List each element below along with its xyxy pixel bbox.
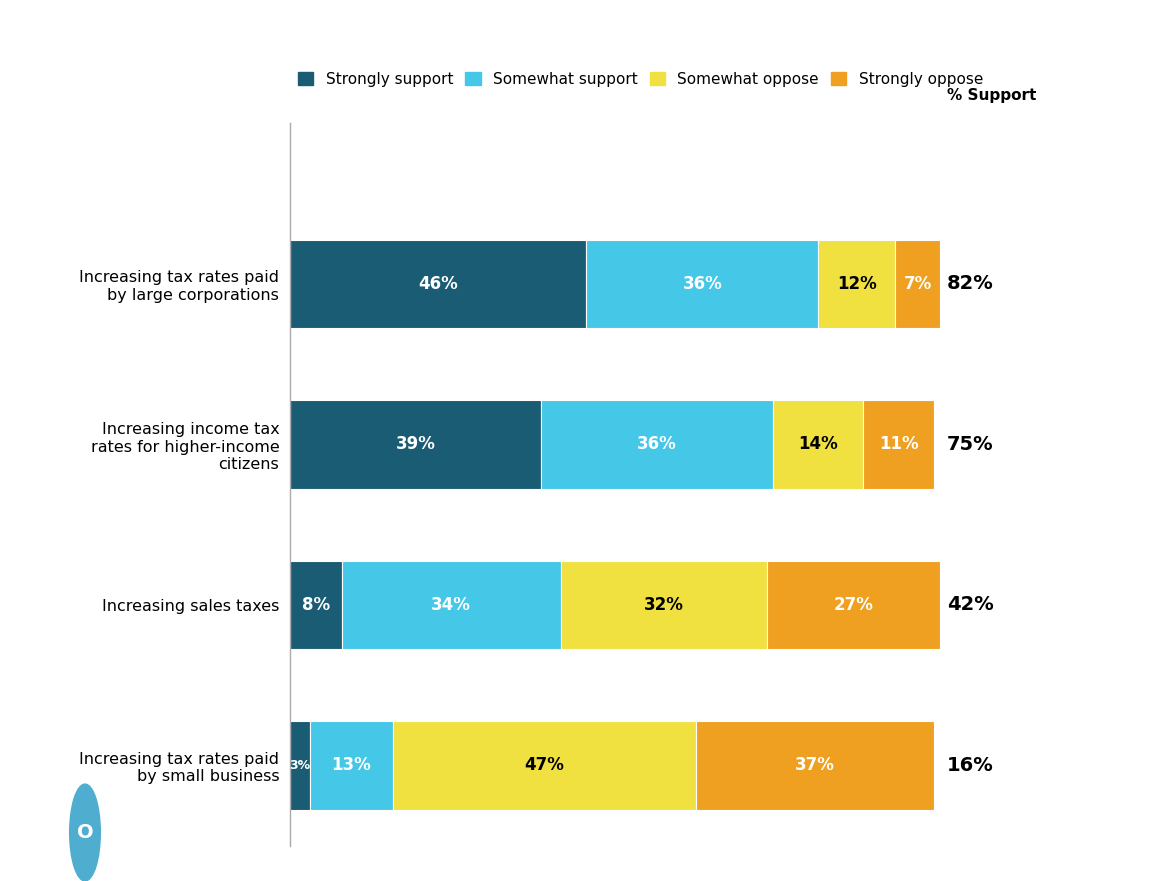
Text: Base: All respondents (N=803): Base: All respondents (N=803) xyxy=(28,736,233,749)
Text: 46%: 46% xyxy=(418,275,458,292)
Text: 75%: 75% xyxy=(947,435,993,454)
Text: PR: PR xyxy=(28,823,57,842)
Text: 32%: 32% xyxy=(644,596,684,614)
Text: 8%: 8% xyxy=(302,596,330,614)
Bar xyxy=(541,400,773,489)
Text: 36%: 36% xyxy=(683,275,723,292)
Bar xyxy=(290,240,587,328)
Text: MANITOBANS
SUPPORT
HIGHER TAXES
FOR LARGE
COMPANIES,
WEALTHIER
INDIVIDUALS: MANITOBANS SUPPORT HIGHER TAXES FOR LARG… xyxy=(28,44,245,241)
Bar xyxy=(696,722,934,810)
Bar xyxy=(290,561,342,649)
Text: 42%: 42% xyxy=(947,596,993,614)
Bar xyxy=(896,240,940,328)
Text: 82%: 82% xyxy=(947,274,993,293)
Legend: Strongly support, Somewhat support, Somewhat oppose, Strongly oppose: Strongly support, Somewhat support, Some… xyxy=(299,72,982,87)
Text: 27%: 27% xyxy=(834,596,874,614)
Text: 11%: 11% xyxy=(878,435,918,454)
Circle shape xyxy=(70,784,101,881)
Bar xyxy=(290,722,309,810)
Text: 37%: 37% xyxy=(795,757,835,774)
Bar xyxy=(767,561,940,649)
Text: O: O xyxy=(76,823,94,842)
Bar xyxy=(819,240,896,328)
Bar xyxy=(773,400,863,489)
Text: 34%: 34% xyxy=(431,596,471,614)
Text: 16%: 16% xyxy=(947,756,993,775)
Text: 47%: 47% xyxy=(525,757,564,774)
Text: Q23. “During the pandemic,
governments are spending more
money to help people an: Q23. “During the pandemic, governments a… xyxy=(28,414,262,529)
Bar xyxy=(863,400,934,489)
Text: 39%: 39% xyxy=(396,435,436,454)
Bar xyxy=(393,722,696,810)
Text: 12%: 12% xyxy=(837,275,877,292)
Bar xyxy=(342,561,561,649)
Text: % Support: % Support xyxy=(947,88,1036,103)
Text: BE RESEARCH INC.: BE RESEARCH INC. xyxy=(112,823,316,842)
Text: 7%: 7% xyxy=(904,275,932,292)
Text: 14%: 14% xyxy=(799,435,838,454)
Text: 36%: 36% xyxy=(637,435,677,454)
Text: 3%: 3% xyxy=(289,759,310,772)
Text: 13%: 13% xyxy=(331,757,371,774)
Bar xyxy=(561,561,767,649)
Bar xyxy=(290,400,541,489)
Bar xyxy=(309,722,393,810)
Bar xyxy=(587,240,819,328)
